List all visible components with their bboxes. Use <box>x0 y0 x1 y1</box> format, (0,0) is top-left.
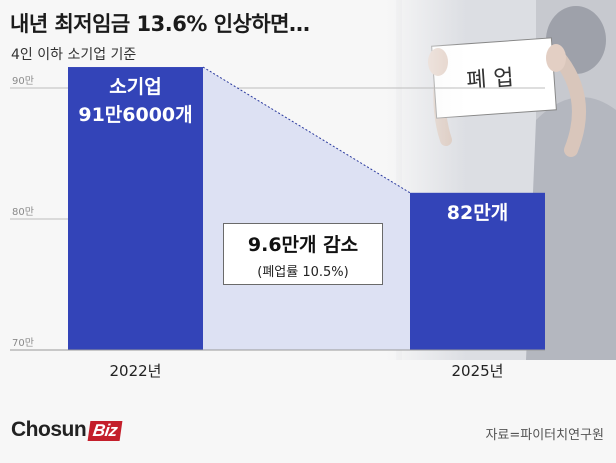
bar-data-label: 소기업 <box>109 76 161 98</box>
logo-text: Chosun <box>11 418 87 441</box>
decrease-callout-sub: (폐업률 10.5%) <box>257 265 349 280</box>
source-note: 자료=파이터치연구원 <box>485 428 604 443</box>
y-tick-label: 80만 <box>12 206 34 218</box>
x-category-label: 2022년 <box>110 362 162 380</box>
bar-2022년 <box>68 67 203 350</box>
bar-data-label: 91만6000개 <box>78 104 192 126</box>
x-category-label: 2025년 <box>452 362 504 380</box>
chart-title: 내년 최저임금 13.6% 인상하면… <box>10 12 310 36</box>
logo-badge: Biz <box>87 421 123 441</box>
decrease-band <box>203 67 410 350</box>
bar-data-label: 82만개 <box>447 202 508 224</box>
decrease-connector <box>202 66 411 194</box>
y-tick-label: 90만 <box>12 75 34 87</box>
decrease-callout-main: 9.6만개 감소 <box>247 234 359 256</box>
decrease-callout: 9.6만개 감소 (폐업률 10.5%) <box>223 223 383 285</box>
chosunbiz-logo: Chosun Biz <box>11 418 123 442</box>
chart-subtitle: 4인 이하 소기업 기준 <box>11 47 137 63</box>
y-tick-label: 70만 <box>12 337 34 349</box>
bar-2025년 <box>410 192 545 350</box>
